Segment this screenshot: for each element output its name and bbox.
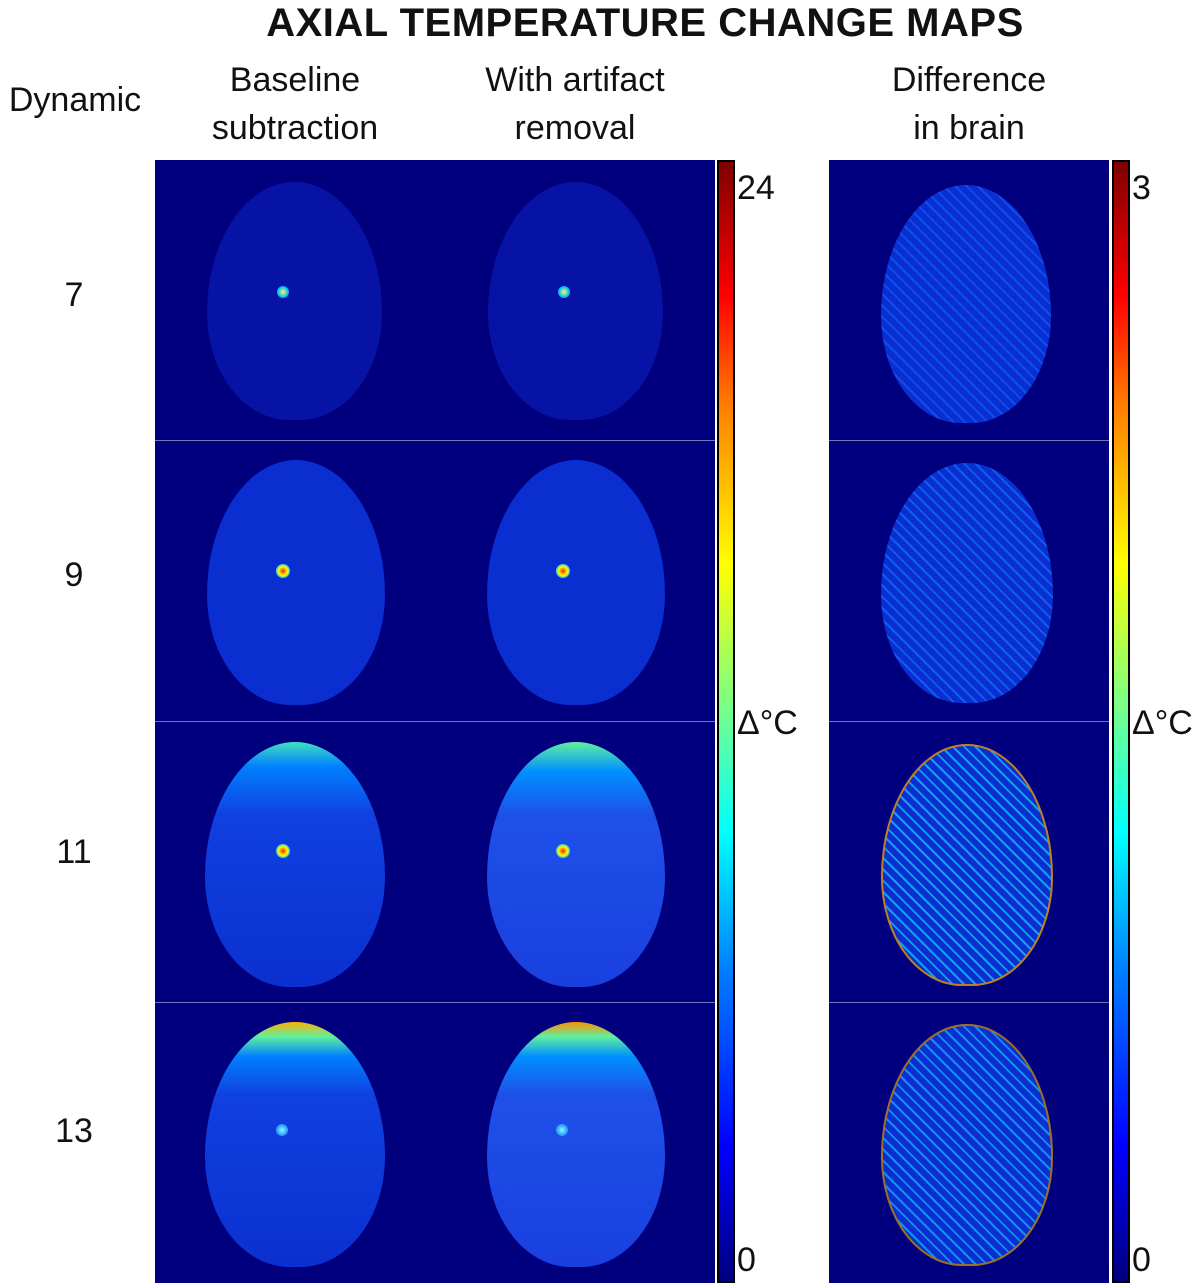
temperature-map-grid-right [829,160,1109,1283]
dynamic-label-9: 9 [64,556,84,594]
row-divider [155,721,715,722]
colorbar-max-label: 24 [737,169,775,207]
column-header-baseline: Baseline subtraction [211,61,379,147]
row-divider [829,1002,1109,1003]
hotspot-baseline-7 [277,286,289,298]
colorbar-difference: 3 Δ°C 0 [1112,160,1200,1283]
row-divider [155,440,715,441]
row-divider [829,440,1109,441]
dynamic-label-7: 7 [64,276,84,314]
colorbar-min-label: 0 [737,1241,756,1279]
hotspot-artifact-11 [556,844,570,858]
hotspot-baseline-11 [276,844,290,858]
hotspot-baseline-13 [276,1124,288,1136]
hotspot-artifact-13 [556,1124,568,1136]
colorbar-gradient [1112,160,1130,1283]
hotspot-artifact-9 [556,564,570,578]
brain-map-artifact-13 [487,1022,665,1267]
hotspot-baseline-9 [276,564,290,578]
brain-map-difference-9 [881,463,1053,703]
row-divider [155,1002,715,1003]
brain-map-baseline-7 [207,182,382,420]
colorbar-max-label: 3 [1132,169,1151,207]
brain-map-difference-7 [881,185,1051,423]
brain-map-difference-11 [881,744,1053,986]
brain-map-artifact-11 [487,742,665,987]
dynamic-label-13: 13 [55,1112,93,1150]
brain-map-baseline-11 [205,742,385,987]
colorbar-unit-label: Δ°C [1132,704,1193,742]
colorbar-min-label: 0 [1132,1241,1151,1279]
brain-map-artifact-9 [487,460,665,705]
colorbar-temperature: 24 Δ°C 0 [717,160,817,1283]
column-header-difference: Difference in brain [891,61,1047,147]
column-header-artifact-removal: With artifact removal [485,61,665,147]
row-header-dynamic: Dynamic [8,81,142,119]
temperature-map-grid-left [155,160,715,1283]
hotspot-artifact-7 [558,286,570,298]
dynamic-label-11: 11 [56,833,92,871]
brain-map-baseline-13 [205,1022,385,1267]
brain-map-artifact-7 [488,182,663,420]
brain-map-difference-13 [881,1024,1053,1266]
row-divider [829,721,1109,722]
brain-map-baseline-9 [207,460,385,705]
figure-title: AXIAL TEMPERATURE CHANGE MAPS [266,1,1024,45]
colorbar-gradient [717,160,735,1283]
colorbar-unit-label: Δ°C [737,704,798,742]
